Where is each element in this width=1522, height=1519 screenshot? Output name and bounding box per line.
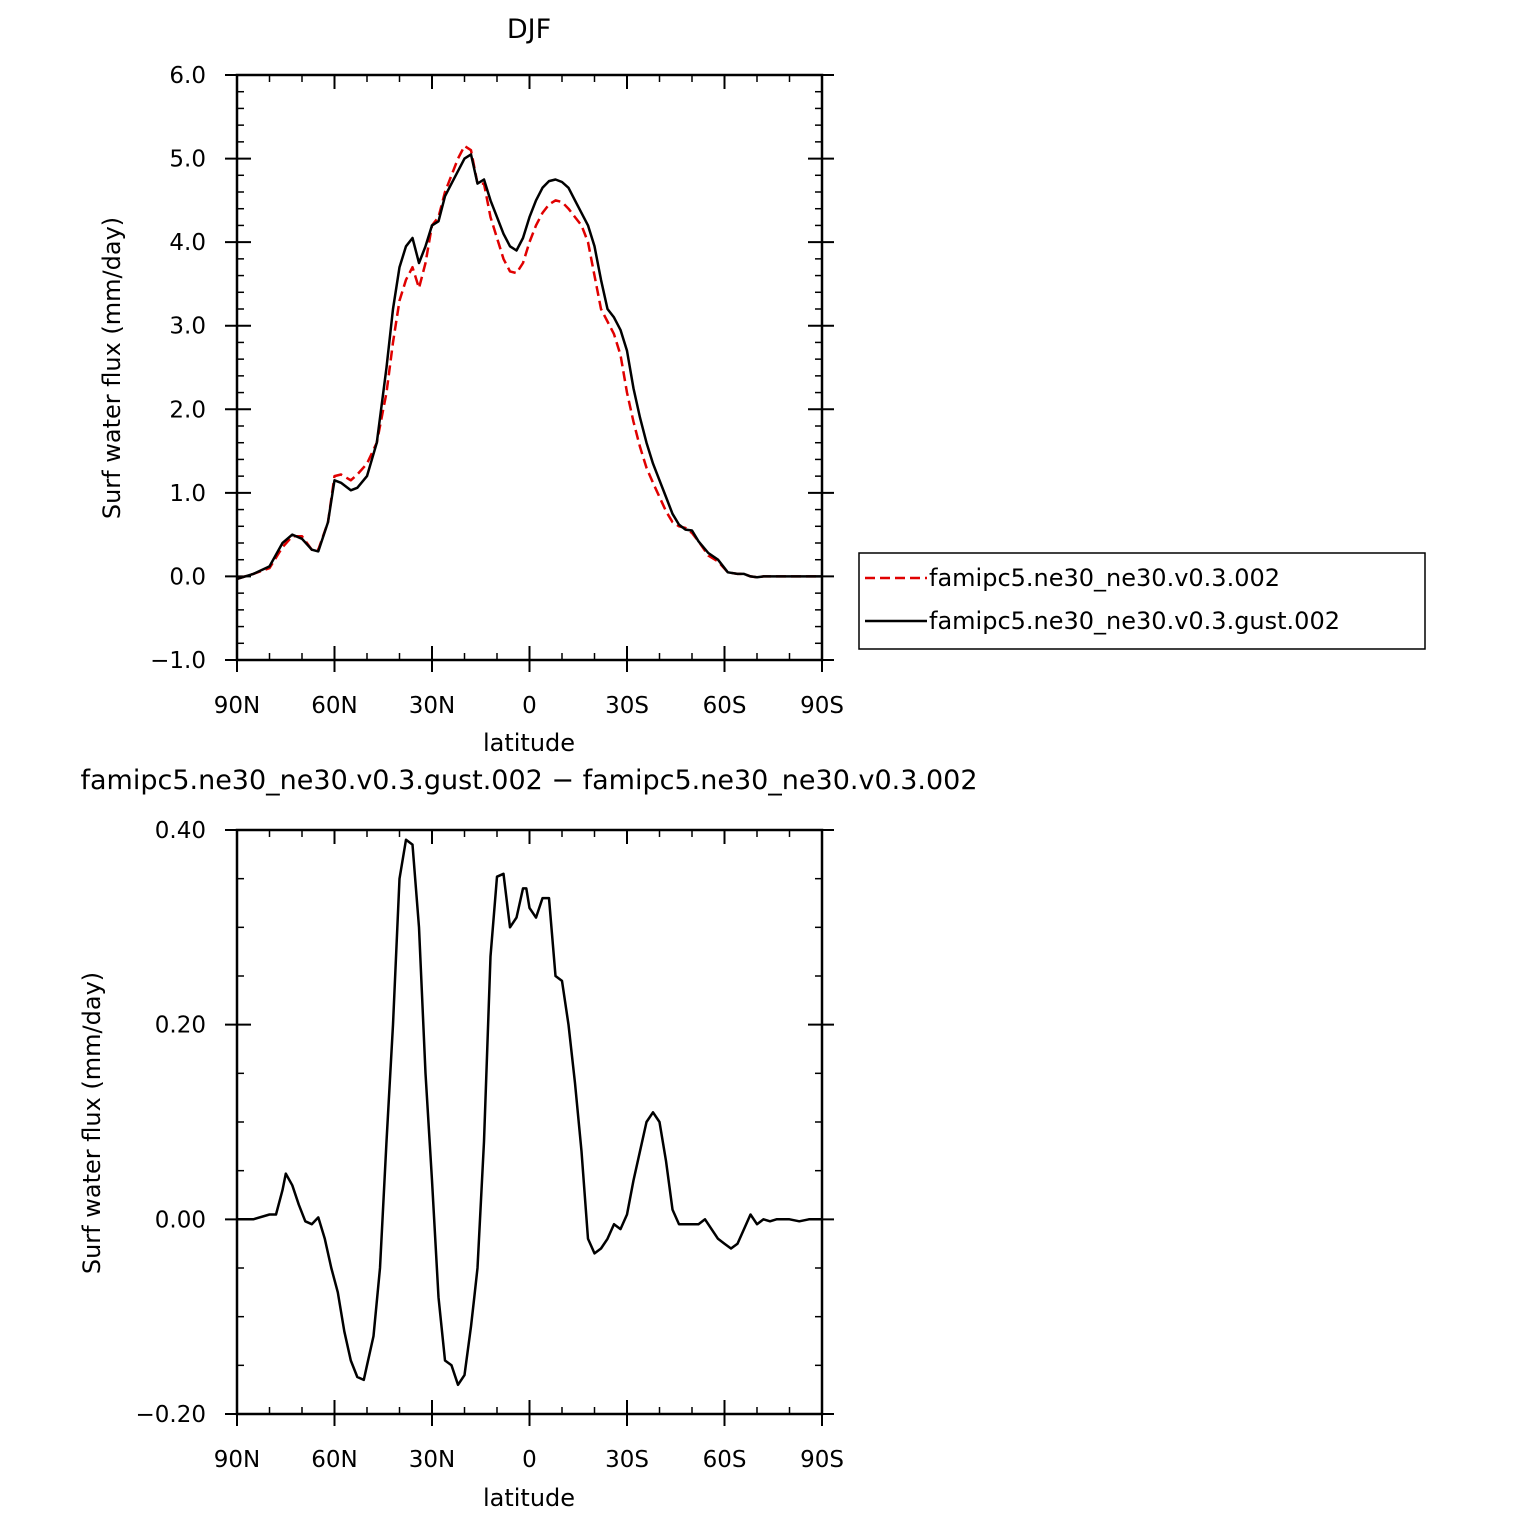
x-tick-label: 60S <box>703 693 747 719</box>
y-tick-label: −1.0 <box>150 648 206 674</box>
y-tick-label: 5.0 <box>169 147 206 173</box>
bottom-chart-xlabel: latitude <box>483 1484 575 1512</box>
y-tick-label: 2.0 <box>169 397 206 423</box>
series-line-0 <box>236 144 822 581</box>
top-chart-ylabel: Surf water flux (mm/day) <box>98 217 126 519</box>
top-chart-series <box>236 144 822 581</box>
legend-box <box>858 552 1426 650</box>
y-tick-label: 0.20 <box>155 1013 206 1039</box>
y-tick-label: 4.0 <box>169 230 206 256</box>
x-tick-label: 90N <box>214 693 260 719</box>
series-line-1 <box>236 153 822 581</box>
bottom-chart-ylabel: Surf water flux (mm/day) <box>78 972 106 1274</box>
top-chart-title: DJF <box>507 14 551 45</box>
series-line-0 <box>237 838 822 1387</box>
legend: famipc5.ne30_ne30.v0.3.002 famipc5.ne30_… <box>858 552 1426 650</box>
top-chart-frame <box>235 73 824 662</box>
x-tick-label: 0 <box>522 693 537 719</box>
y-tick-label: 6.0 <box>169 63 206 89</box>
x-tick-label: 60N <box>311 693 357 719</box>
y-tick-label: 3.0 <box>169 314 206 340</box>
top-chart-panel: DJF Surf water flux (mm/day) latitude 90… <box>98 14 844 757</box>
top-chart-xlabel: latitude <box>483 729 575 757</box>
bottom-chart-series <box>237 838 822 1387</box>
x-tick-label: 90S <box>800 693 844 719</box>
y-tick-label: 0.40 <box>155 818 206 844</box>
x-tick-label: 90N <box>214 1447 260 1473</box>
legend-label-control: famipc5.ne30_ne30.v0.3.002 <box>929 564 1280 592</box>
y-tick-label: 0.0 <box>169 564 206 590</box>
bottom-chart-frame <box>235 828 824 1416</box>
x-tick-label: 60S <box>703 1447 747 1473</box>
x-tick-label: 90S <box>800 1447 844 1473</box>
x-tick-label: 30N <box>409 1447 455 1473</box>
legend-label-gust: famipc5.ne30_ne30.v0.3.gust.002 <box>929 607 1340 635</box>
top-chart-axes: 90N 60N 30N 0 30S 60S 90S −1.0 0.0 1.0 2.0 3.0 4.0 5.… <box>150 63 844 719</box>
bottom-chart-title: famipc5.ne30_ne30.v0.3.gust.002 − famipc… <box>80 765 977 796</box>
y-tick-label: −0.20 <box>136 1402 206 1428</box>
y-tick-label: 1.0 <box>169 481 206 507</box>
x-tick-label: 30S <box>605 1447 649 1473</box>
y-tick-label: 0.00 <box>155 1207 206 1233</box>
x-tick-label: 0 <box>522 1447 537 1473</box>
x-tick-label: 30N <box>409 693 455 719</box>
x-tick-label: 30S <box>605 693 649 719</box>
x-tick-label: 60N <box>311 1447 357 1473</box>
bottom-chart-panel: famipc5.ne30_ne30.v0.3.gust.002 − famipc… <box>78 765 978 1512</box>
bottom-chart-axes: 90N 60N 30N 0 30S 60S 90S −0.20 0.00 0.20 0.40 <box>136 818 844 1473</box>
